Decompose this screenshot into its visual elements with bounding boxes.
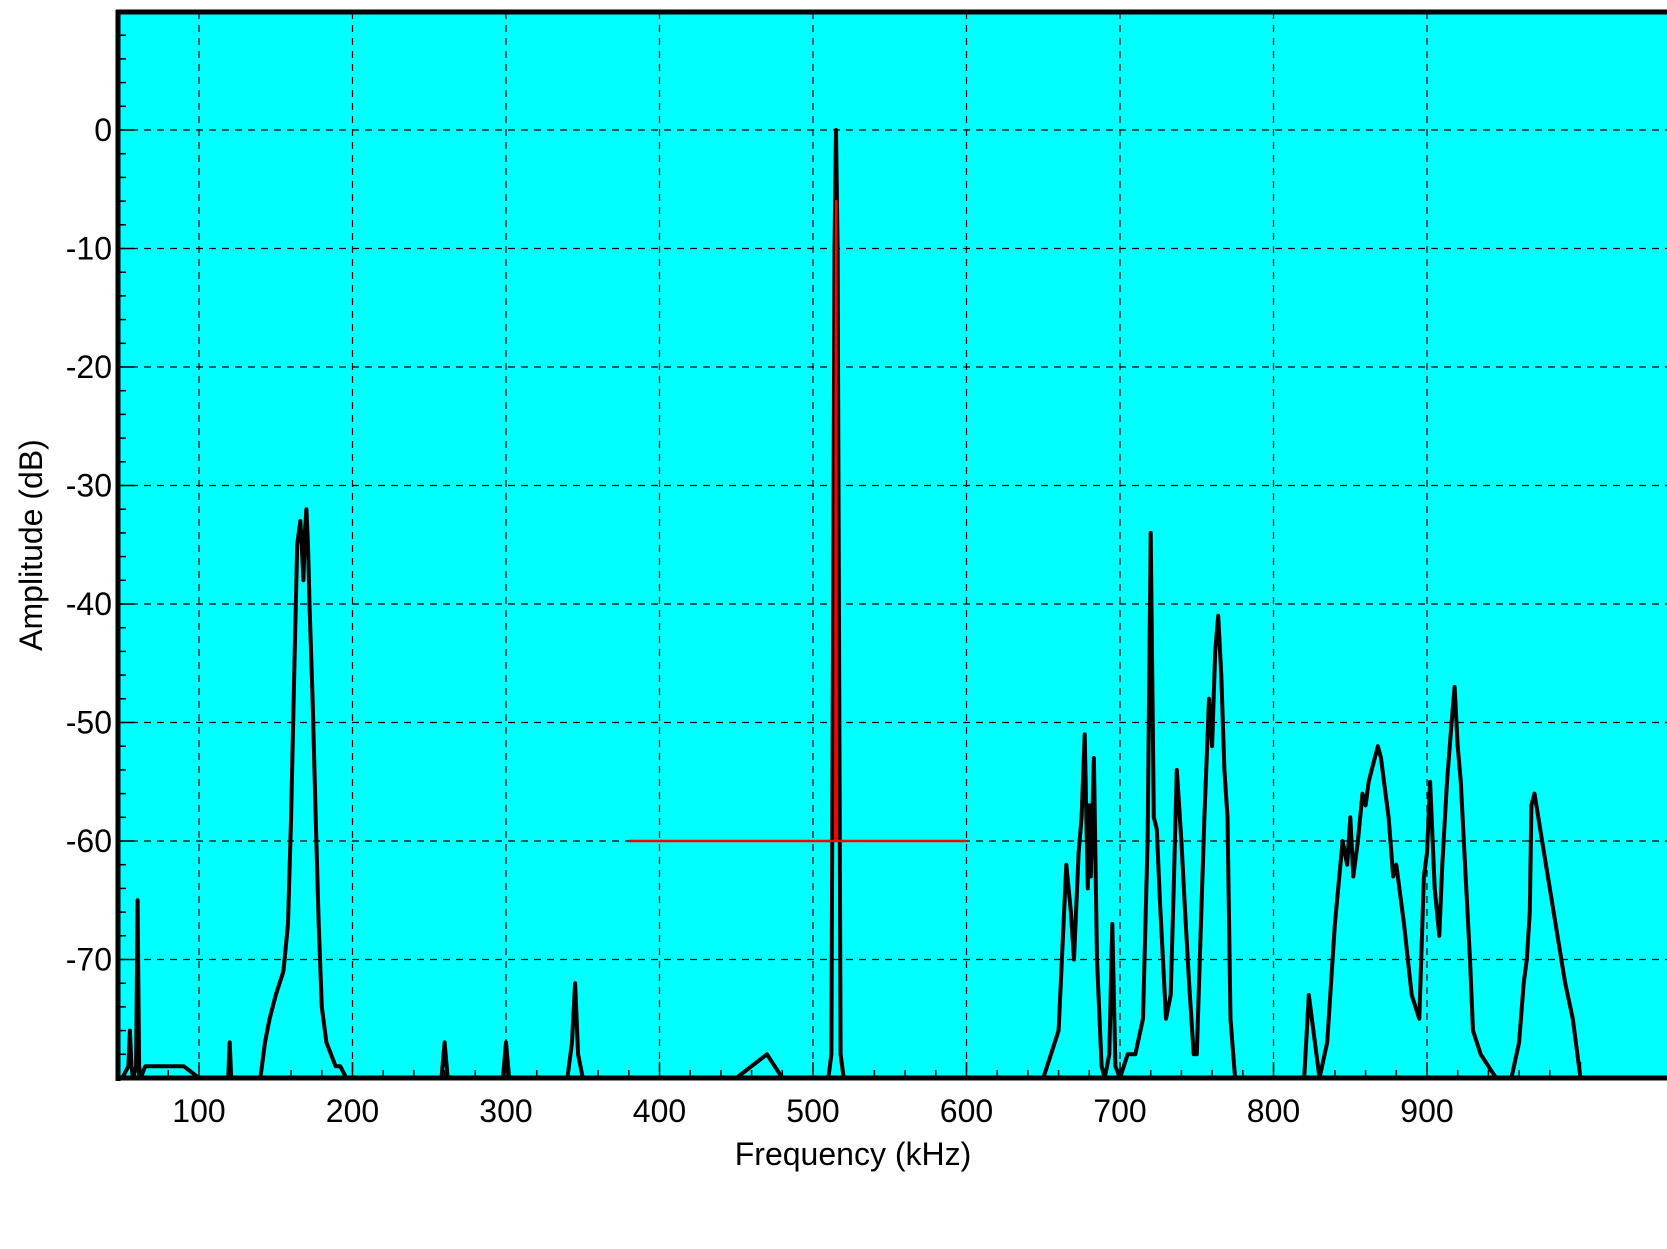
y-tick-label: -70: [66, 942, 112, 978]
y-tick-label: -50: [66, 705, 112, 741]
y-tick-label: -30: [66, 468, 112, 504]
x-tick-label: 700: [1093, 1093, 1146, 1129]
tick-labels: 100 200 300 400 500 600 700 800 900 0 -10 -20 -30 -40…: [66, 112, 1454, 1129]
x-tick-label: 100: [172, 1093, 225, 1129]
series-line-1: [834, 199, 839, 842]
x-tick-label: 500: [786, 1093, 839, 1129]
data-series: [120, 128, 1583, 1078]
x-tick-label: 900: [1400, 1093, 1453, 1129]
x-tick-label: 200: [326, 1093, 379, 1129]
y-axis-title: Amplitude (dB): [13, 439, 49, 651]
y-tick-label: -40: [66, 586, 112, 622]
y-tick-label: -10: [66, 231, 112, 267]
y-tick-label: 0: [94, 112, 112, 148]
x-tick-label: 600: [940, 1093, 993, 1129]
plot-background: [118, 12, 1667, 1078]
x-axis-title: Frequency (kHz): [735, 1136, 972, 1172]
y-tick-label: -60: [66, 823, 112, 859]
x-tick-label: 300: [479, 1093, 532, 1129]
x-tick-label: 800: [1247, 1093, 1300, 1129]
series-line-0: [120, 128, 1583, 1078]
x-tick-label: 400: [633, 1093, 686, 1129]
y-tick-label: -20: [66, 349, 112, 385]
